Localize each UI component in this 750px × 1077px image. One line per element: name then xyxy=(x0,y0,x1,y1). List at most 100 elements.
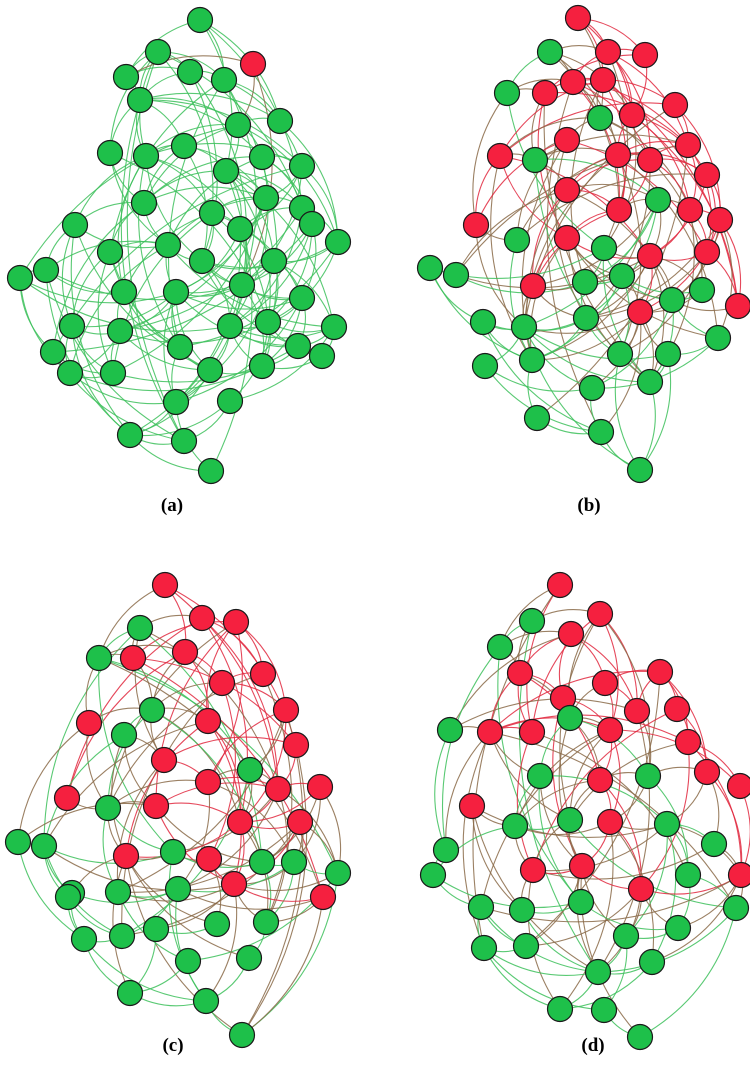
red-node xyxy=(557,620,585,648)
red-node xyxy=(171,638,199,666)
network-edge xyxy=(432,874,582,909)
network-edge xyxy=(132,657,324,898)
network-edge xyxy=(640,741,690,890)
green-node xyxy=(252,184,280,212)
green-node xyxy=(722,894,750,922)
green-node xyxy=(606,340,634,368)
green-node xyxy=(216,387,244,415)
red-node xyxy=(264,775,292,803)
network-edge xyxy=(168,79,225,348)
green-node xyxy=(469,308,497,336)
network-edge xyxy=(538,775,582,903)
network-edge xyxy=(177,888,324,910)
network-edge xyxy=(116,759,165,893)
network-edge xyxy=(109,251,181,348)
network-edge xyxy=(532,708,678,871)
green-node xyxy=(224,111,252,139)
network-edge xyxy=(516,731,534,871)
network-edge xyxy=(19,124,239,279)
red-node xyxy=(553,224,581,252)
red-node xyxy=(119,644,147,672)
green-node xyxy=(162,278,190,306)
red-node xyxy=(727,861,750,889)
network-edge xyxy=(445,731,491,851)
network-edge xyxy=(125,855,243,1036)
green-node xyxy=(634,762,662,790)
green-node xyxy=(324,859,352,887)
network-edge xyxy=(482,321,602,433)
green-node xyxy=(626,456,654,484)
green-node xyxy=(85,644,113,672)
network-edge xyxy=(199,19,233,172)
green-node xyxy=(96,139,124,167)
network-edge xyxy=(602,247,651,383)
network-edge xyxy=(599,613,619,731)
red-node xyxy=(646,658,674,686)
red-node xyxy=(596,716,624,744)
green-node xyxy=(612,922,640,950)
green-node xyxy=(518,346,546,374)
green-node xyxy=(526,762,554,790)
network-edge xyxy=(125,55,254,78)
green-node xyxy=(197,457,225,485)
network-edge xyxy=(585,219,721,319)
network-edge xyxy=(607,51,689,146)
network-edge xyxy=(651,874,742,963)
network-edge xyxy=(43,845,174,864)
network-edge xyxy=(43,734,125,847)
network-edge xyxy=(532,843,715,880)
green-node xyxy=(700,830,728,858)
network-edge xyxy=(208,682,236,860)
green-node xyxy=(638,948,666,976)
network-edge xyxy=(509,239,533,361)
green-node xyxy=(99,359,127,387)
network-edge xyxy=(241,896,324,1036)
network-edge xyxy=(201,260,299,347)
green-node xyxy=(546,995,574,1023)
green-node xyxy=(571,268,599,296)
network-edge xyxy=(534,134,689,161)
network-edge xyxy=(138,155,181,348)
network-edge xyxy=(471,805,523,911)
network-graph-c xyxy=(4,571,352,1049)
red-node xyxy=(676,196,704,224)
network-edge xyxy=(489,731,571,821)
green-node xyxy=(521,146,549,174)
green-node xyxy=(674,861,702,889)
panel-label-d: (d) xyxy=(581,1035,605,1056)
green-node xyxy=(572,304,600,332)
green-node xyxy=(320,313,348,341)
red-node xyxy=(636,242,664,270)
panel-label-a: (a) xyxy=(160,495,184,516)
green-node xyxy=(556,704,584,732)
green-node xyxy=(126,86,154,114)
green-node xyxy=(523,404,551,432)
green-node xyxy=(216,312,244,340)
green-node xyxy=(503,226,531,254)
network-edge xyxy=(455,274,586,294)
green-node xyxy=(248,143,276,171)
red-node xyxy=(226,808,254,836)
network-edge xyxy=(659,671,708,773)
network-edge xyxy=(600,311,642,433)
network-edge xyxy=(525,888,642,947)
green-node xyxy=(166,333,194,361)
green-node xyxy=(486,633,514,661)
green-node xyxy=(116,421,144,449)
nodes xyxy=(419,571,750,1051)
green-node xyxy=(94,794,122,822)
network-edge xyxy=(523,326,669,360)
network-edge xyxy=(523,311,641,334)
green-node xyxy=(188,247,216,275)
network-edge xyxy=(531,311,641,361)
green-node xyxy=(432,836,460,864)
red-node xyxy=(286,808,314,836)
red-node xyxy=(726,772,750,800)
red-node xyxy=(693,238,721,266)
network-edge xyxy=(66,617,203,799)
red-node xyxy=(631,41,659,69)
green-node xyxy=(266,107,294,135)
green-node xyxy=(654,340,682,368)
network-edge xyxy=(531,613,601,733)
green-node xyxy=(586,104,614,132)
